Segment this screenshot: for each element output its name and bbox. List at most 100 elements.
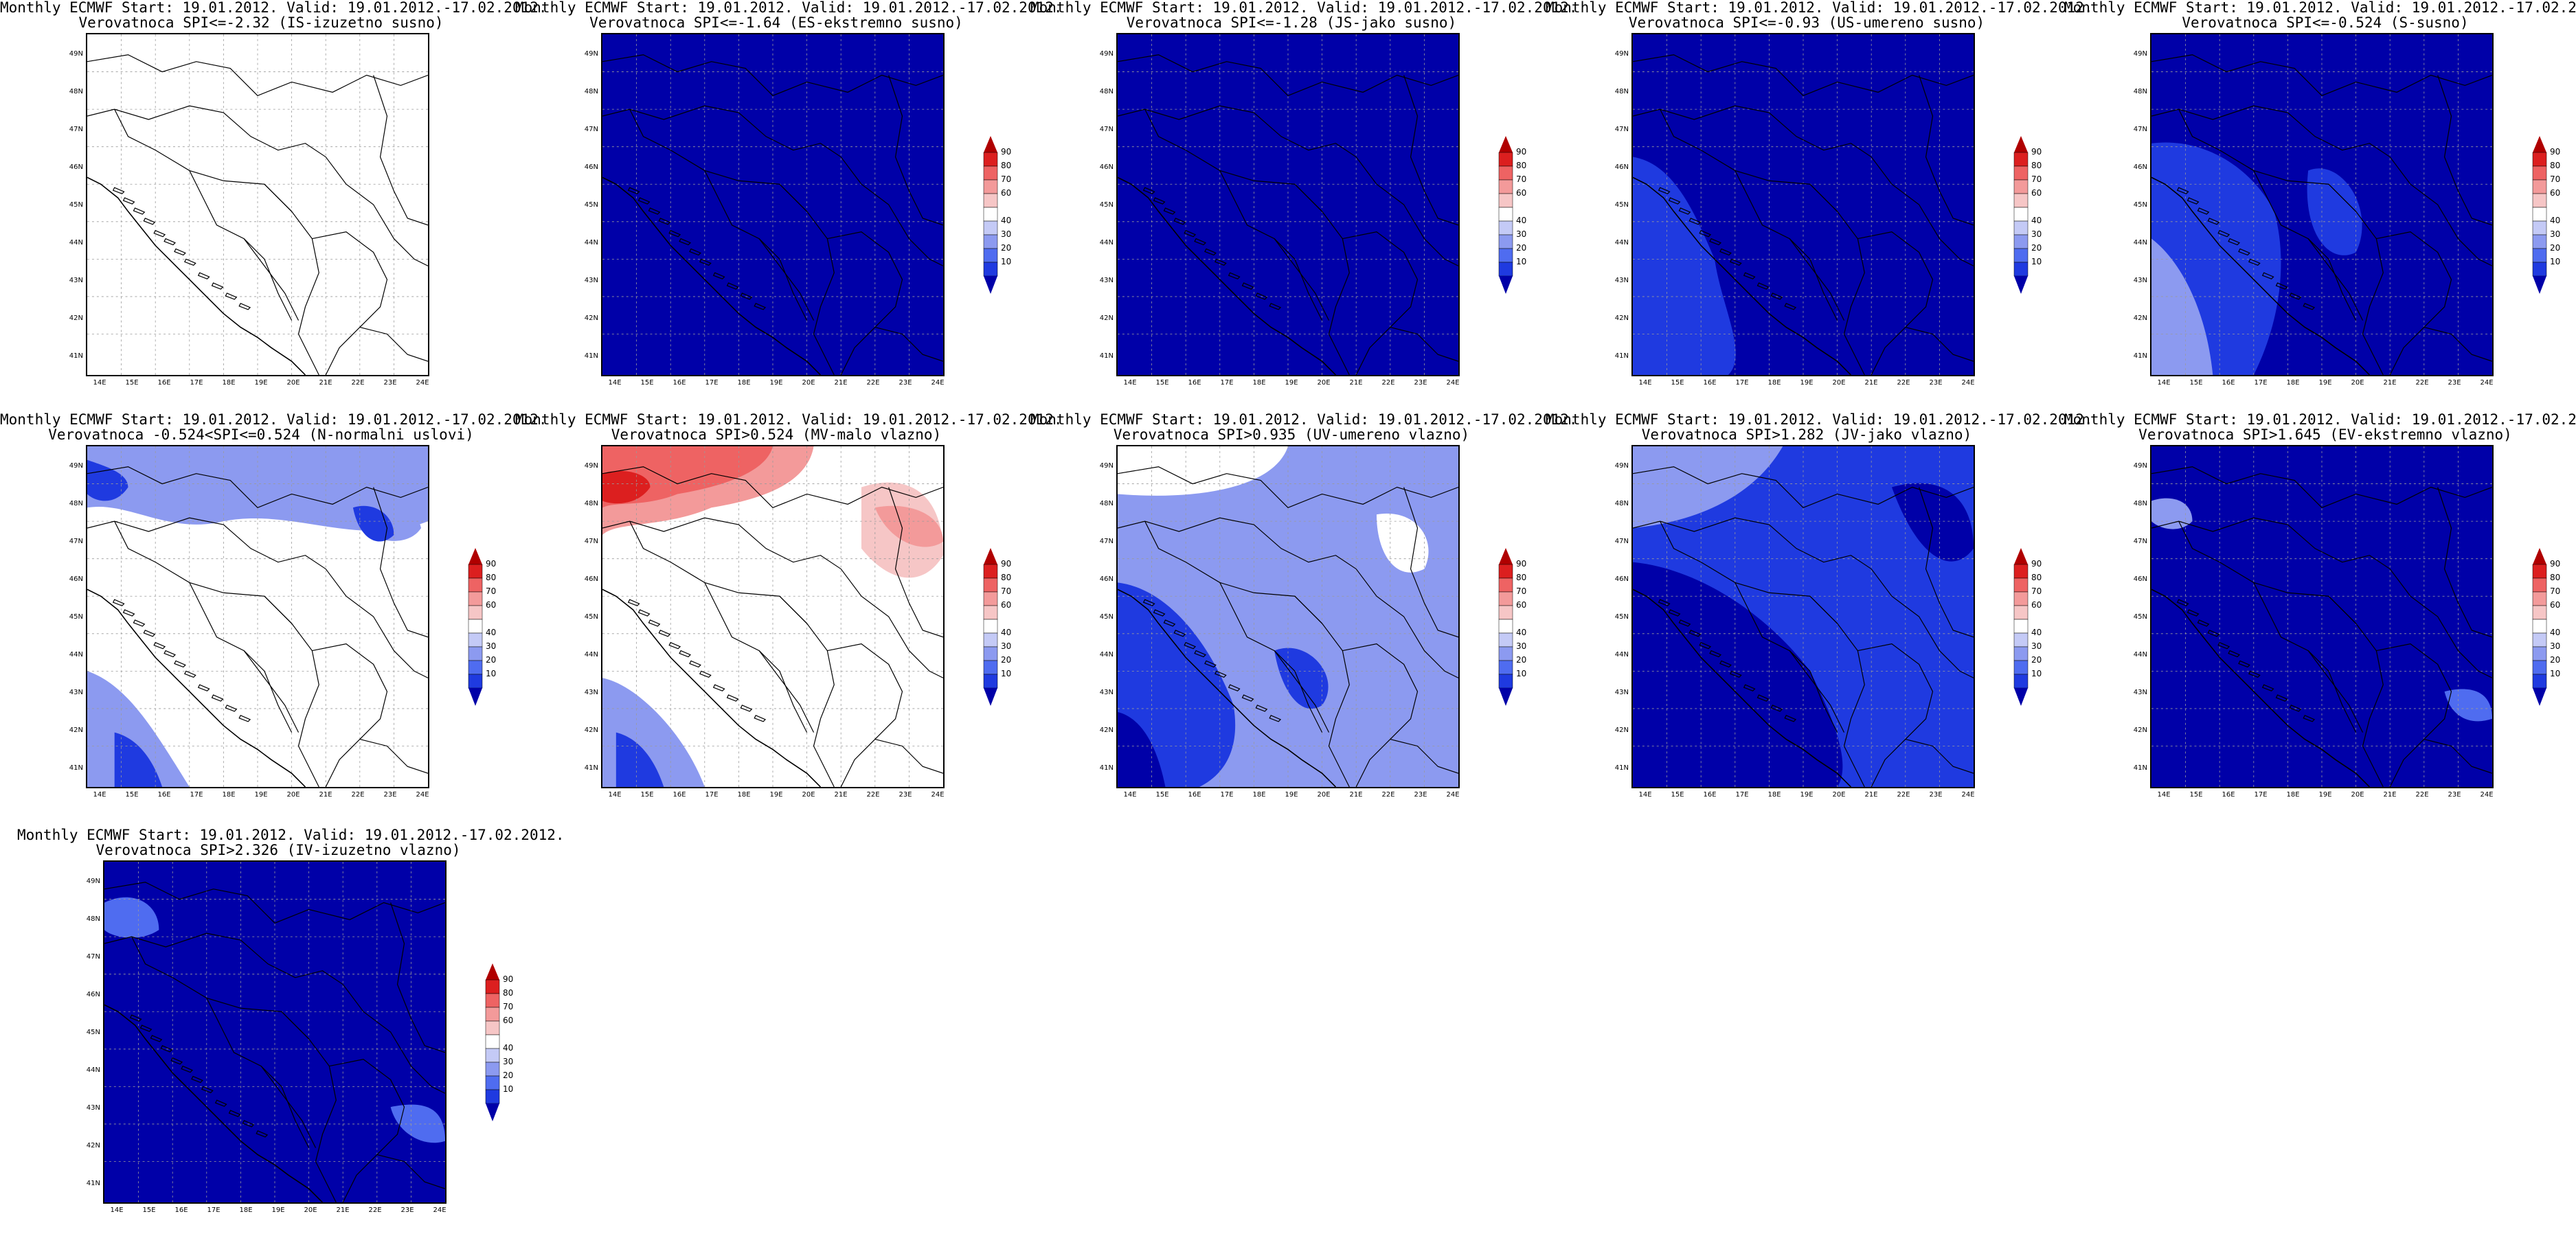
legend-tick-label: 20 (1516, 655, 1527, 665)
latitude-tick-label: 43N (584, 689, 598, 696)
island (1163, 619, 1176, 627)
legend-tick-label: 40 (503, 1043, 514, 1053)
country-border (758, 650, 808, 733)
island (2248, 258, 2261, 266)
latitude-tick-label: 49N (69, 462, 83, 470)
island (170, 1057, 183, 1065)
panel-subtitle: Verovatnoca SPI>0.935 (UV-umereno vlazno… (1113, 426, 1470, 443)
probability-area (352, 505, 394, 542)
panel-subtitle: Verovatnoca SPI<=-0.93 (US-umereno susno… (1628, 14, 1985, 31)
longitude-tick-label: 15E (142, 1206, 156, 1214)
legend-tick-label: 60 (503, 1016, 514, 1025)
latitude-tick-label: 49N (584, 462, 598, 470)
legend-tick-label: 60 (1001, 600, 1012, 610)
longitude-tick-label: 19E (2318, 379, 2332, 387)
legend-tick-label: 90 (2031, 147, 2042, 157)
legend-tick-label: 80 (2550, 161, 2561, 170)
legend-swatch (983, 262, 998, 277)
latitude-tick-label: 43N (584, 277, 598, 284)
latitude-tick-label: 42N (1099, 726, 1114, 734)
legend-swatch (485, 1007, 500, 1022)
latitude-tick-label: 41N (1614, 352, 1629, 360)
latitude-tick-label: 44N (584, 239, 598, 247)
latitude-tick-label: 47N (584, 126, 598, 133)
legend-tick-label: 70 (2550, 174, 2561, 184)
longitude-tick-label: 24E (416, 379, 429, 387)
country-border (87, 54, 428, 96)
country-border (602, 54, 943, 96)
island (1173, 630, 1186, 637)
legend-swatch (468, 591, 483, 606)
legend-cap-bottom (2533, 688, 2546, 706)
legend-cap-top (2533, 136, 2546, 152)
latitude-tick-label: 45N (584, 613, 598, 621)
legend-swatch (485, 1034, 500, 1049)
color-legend (983, 548, 998, 706)
island (2303, 303, 2316, 310)
longitude-tick-label: 14E (1638, 379, 1652, 387)
longitude-tick-label: 21E (319, 791, 332, 799)
country-border (281, 1011, 337, 1202)
country-border (243, 650, 293, 733)
island (712, 272, 725, 279)
country-border (602, 466, 943, 508)
island (712, 684, 725, 691)
legend-tick-label: 20 (1001, 655, 1012, 665)
legend-tick-label: 60 (1516, 600, 1527, 610)
legend-cap-top (2014, 136, 2028, 152)
longitude-tick-label: 20E (286, 379, 300, 387)
country-border (1789, 238, 1838, 321)
panel-title: Monthly ECMWF Start: 19.01.2012. Valid: … (1546, 411, 2093, 428)
legend-tick-label: 20 (2031, 655, 2042, 665)
legend-swatch (1498, 193, 1513, 208)
latitude-tick-label: 46N (2133, 575, 2147, 583)
longitude-tick-label: 23E (383, 379, 397, 387)
latitude-tick-label: 42N (69, 314, 83, 322)
country-border (874, 738, 943, 774)
legend-tick-label: 40 (2550, 628, 2561, 637)
island (637, 609, 651, 617)
island (2187, 197, 2200, 205)
longitude-tick-label: 23E (1929, 791, 1943, 799)
island (129, 1014, 142, 1022)
latitude-tick-label: 46N (584, 575, 598, 583)
island (1668, 609, 1681, 617)
island (668, 641, 681, 650)
island (627, 187, 640, 194)
island (112, 187, 125, 194)
legend-tick-label: 20 (503, 1071, 514, 1080)
country-border (1809, 595, 1865, 787)
latitude-tick-label: 49N (1099, 50, 1114, 58)
map-area (1631, 445, 1975, 788)
probability-area (390, 1104, 445, 1143)
panel-title: Monthly ECMWF Start: 19.01.2012. Valid: … (515, 0, 1063, 16)
map-canvas (104, 862, 445, 1202)
legend-swatch (2532, 193, 2547, 208)
legend-swatch (2532, 674, 2547, 689)
legend-swatch (2013, 152, 2029, 167)
latitude-tick-label: 44N (1099, 651, 1114, 659)
legend-tick-label: 30 (2550, 641, 2561, 651)
longitude-tick-label: 19E (1285, 379, 1298, 387)
country-border (373, 487, 428, 638)
island (150, 1035, 163, 1042)
longitude-tick-label: 19E (769, 379, 783, 387)
longitude-tick-label: 15E (1155, 379, 1169, 387)
legend-tick-label: 90 (503, 974, 514, 984)
island (238, 303, 251, 310)
latitude-tick-label: 47N (69, 126, 83, 133)
latitude-tick-label: 46N (1099, 163, 1114, 171)
longitude-tick-label: 16E (1703, 791, 1717, 799)
map-canvas (602, 34, 943, 375)
island (225, 293, 238, 300)
island (122, 609, 135, 617)
country-border (1735, 582, 1845, 733)
legend-swatch (2013, 619, 2029, 634)
island (2238, 660, 2250, 668)
island (143, 218, 156, 225)
longitude-tick-label: 24E (931, 379, 945, 387)
legend-tick-label: 60 (2550, 188, 2561, 198)
longitude-tick-label: 19E (1800, 379, 1814, 387)
legend-tick-label: 70 (1001, 586, 1012, 596)
island (1658, 187, 1671, 194)
